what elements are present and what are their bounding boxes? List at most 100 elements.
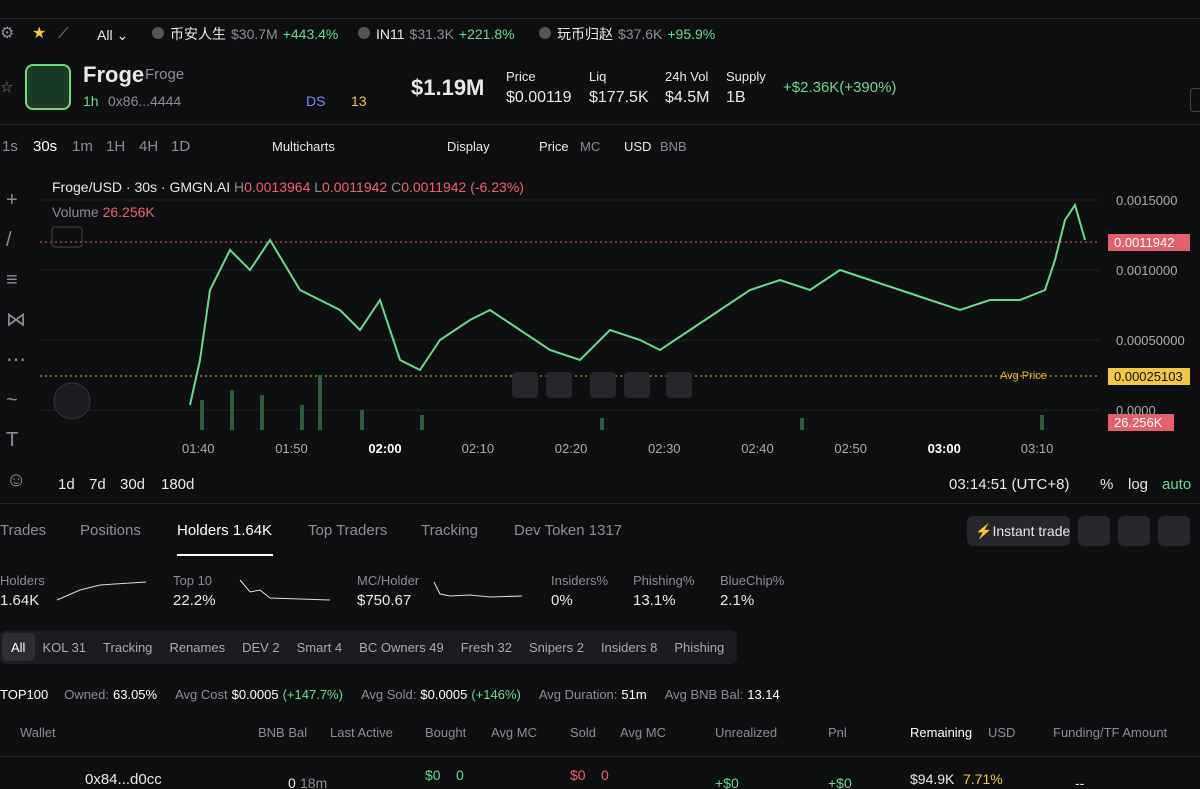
summary-owned-label: Owned: — [64, 687, 109, 702]
tab[interactable]: Positions — [80, 522, 141, 539]
multicharts-button[interactable]: Multicharts — [272, 139, 335, 154]
filter-dropdown[interactable]: All ⌄ — [97, 27, 129, 43]
icon-button[interactable] — [1118, 516, 1150, 546]
range-button[interactable]: 1d — [58, 476, 75, 493]
ds-link[interactable]: DS — [306, 93, 326, 109]
column-header[interactable]: USD — [988, 725, 1016, 740]
collapse-button[interactable] — [51, 226, 83, 248]
filter-chip[interactable]: BC Owners 49 — [359, 640, 444, 655]
drawing-tools[interactable]: + / ≡ ⋈ ⋯ ~ T ☺ — [6, 189, 27, 491]
column-header[interactable]: Funding/TF Amount — [1053, 725, 1168, 740]
holder-stat-value: 1.64K — [0, 592, 40, 609]
time-tick-label: 01:50 — [275, 441, 308, 456]
range-button[interactable]: 180d — [161, 476, 195, 493]
display-button[interactable]: Display — [447, 139, 490, 154]
token-logo — [25, 64, 71, 110]
token-address[interactable]: 0x86...4444 — [108, 93, 182, 109]
tab[interactable]: Top Traders — [308, 522, 388, 539]
bnb-toggle[interactable]: BNB — [660, 139, 687, 154]
chart-legend: Froge/USD · 30s · GMGN.AI H0.0013964 L0.… — [52, 180, 524, 194]
percent-toggle[interactable]: % — [1100, 476, 1114, 493]
ticker-name[interactable]: IN11 — [376, 26, 405, 42]
column-header[interactable]: Wallet — [20, 725, 56, 740]
log-toggle[interactable]: log — [1128, 476, 1149, 493]
range-button[interactable]: 30d — [120, 476, 146, 493]
stat-value: $4.5M — [665, 89, 710, 106]
ohlc-value: 0.0011942 — [322, 179, 388, 195]
chart-icon[interactable]: ⟋ — [58, 25, 69, 42]
star-icon[interactable]: ☆ — [0, 79, 14, 96]
summary-cost-label: Avg Cost — [175, 687, 228, 702]
divider — [0, 503, 1200, 504]
range-button[interactable]: 7d — [89, 476, 106, 493]
tab[interactable]: Tracking — [421, 522, 478, 539]
volume-value: 26.256K — [102, 204, 155, 220]
timeframe[interactable]: 4H — [139, 138, 159, 155]
column-header[interactable]: BNB Bal — [258, 725, 308, 740]
summary-title: TOP100 — [0, 687, 49, 702]
tab[interactable]: Holders 1.64K — [177, 522, 273, 539]
holder-stat-label: Insiders% — [551, 573, 609, 588]
ohlc-value: 0.0013964 — [244, 179, 311, 195]
icon-button[interactable] — [1158, 516, 1190, 546]
star-icon[interactable]: ★ — [32, 25, 47, 42]
column-header[interactable]: Bought — [425, 725, 467, 740]
column-header[interactable]: Avg MC — [620, 725, 666, 740]
column-header[interactable]: Sold — [570, 725, 597, 740]
timeframe[interactable]: 1D — [171, 138, 191, 155]
icon-button[interactable] — [1078, 516, 1110, 546]
price-tick-label: 0.00050000 — [1116, 333, 1185, 348]
filter-chip[interactable]: DEV 2 — [242, 640, 280, 655]
timeframe[interactable]: 1m — [72, 138, 93, 155]
summary-sold: $0.0005 — [420, 687, 468, 702]
holder-stat-label: Top 10 — [173, 573, 213, 588]
column-header[interactable]: Last Active — [330, 725, 393, 740]
filter-active — [2, 633, 35, 661]
filter-chip[interactable]: Phishing — [674, 640, 725, 655]
filter-chip[interactable]: Snipers 2 — [529, 640, 584, 655]
wallet[interactable]: 0x84...d0cc — [85, 771, 162, 788]
instant-trade-button[interactable]: ⚡Instant trade — [967, 516, 1070, 546]
column-header[interactable]: Pnl — [828, 725, 847, 740]
filter-chip[interactable]: Tracking — [103, 640, 153, 655]
filter-chip[interactable]: KOL 31 — [42, 640, 87, 655]
side-button[interactable] — [1190, 88, 1200, 112]
stat-label: Price — [506, 69, 536, 84]
bnb-bal: 0 — [288, 775, 296, 789]
filter-chip[interactable]: All — [11, 640, 26, 655]
timeframe[interactable]: 1H — [106, 138, 126, 155]
price-toggle[interactable]: Price — [539, 139, 569, 154]
time-tick-label: 02:50 — [834, 441, 867, 456]
timeframe[interactable]: 30s — [33, 138, 58, 155]
filter-chip[interactable]: Insiders 8 — [600, 640, 658, 655]
ohlc-label: L — [314, 179, 323, 195]
filter-chip[interactable]: Renames — [169, 640, 226, 655]
filter-chip[interactable]: Fresh 32 — [460, 640, 513, 655]
time-tick-label: 02:10 — [461, 441, 495, 456]
column-header[interactable]: Avg MC — [491, 725, 537, 740]
column-header[interactable]: Unrealized — [715, 725, 778, 740]
sold-mc: 0 — [601, 767, 609, 783]
ohlc-label: H — [234, 179, 245, 195]
tab[interactable]: Trades — [0, 522, 47, 539]
price-tick-label: 0.0000 — [1116, 403, 1156, 418]
chart-controls[interactable] — [512, 372, 692, 398]
mc-change: +$2.36K(+390%) — [783, 79, 897, 96]
settings-icon[interactable]: ⚙ — [0, 25, 15, 42]
ticker-name[interactable]: 币安人生 — [170, 26, 226, 42]
column-header[interactable]: Remaining — [910, 725, 973, 740]
ticker-icon — [152, 27, 164, 39]
mc-toggle[interactable]: MC — [580, 139, 601, 154]
auto-toggle[interactable]: auto — [1162, 476, 1192, 493]
ticker-change: +95.9% — [667, 26, 716, 42]
ohlc-value: 0.0011942 — [401, 179, 467, 195]
filter-chip[interactable]: Smart 4 — [296, 640, 343, 655]
badge-count: 13 — [351, 93, 367, 109]
timeframe[interactable]: 1s — [2, 138, 18, 155]
bought: $0 — [425, 767, 441, 783]
ticker-name[interactable]: 玩币归赵 — [557, 26, 613, 42]
tab[interactable]: Dev Token 1317 — [514, 522, 623, 539]
holder-stat-value: 22.2% — [173, 592, 216, 609]
price-tick-label: 0.0015000 — [1116, 193, 1178, 208]
usd-toggle[interactable]: USD — [624, 139, 652, 154]
